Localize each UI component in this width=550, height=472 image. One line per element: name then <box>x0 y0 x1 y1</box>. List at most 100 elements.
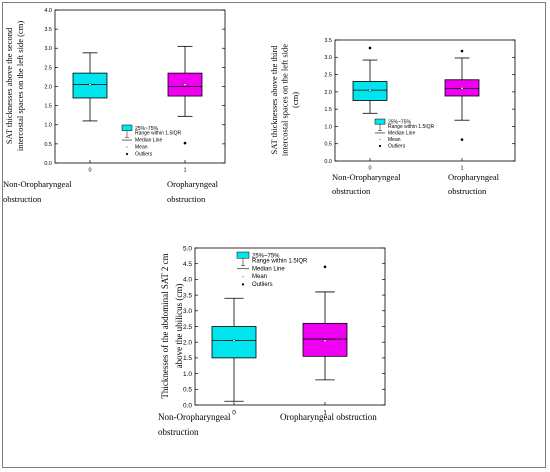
mean-marker <box>368 88 372 92</box>
y-tick-label: 1.5 <box>44 104 52 110</box>
category-label: Oropharyngeal obstruction <box>280 412 377 422</box>
category-label: obstruction <box>167 194 206 204</box>
x-tick-label: 0 <box>232 410 236 417</box>
box-oropharyngeal <box>444 49 480 141</box>
y-tick-label: 5.0 <box>183 245 192 252</box>
category-label: obstruction <box>448 186 487 196</box>
y-tick-label: 0.5 <box>183 387 192 394</box>
outlier-point <box>183 141 187 145</box>
x-tick-label: 0 <box>368 166 371 172</box>
legend-swatch-mean <box>242 275 244 278</box>
outlier-point <box>460 49 464 53</box>
y-tick-label: 2.5 <box>44 65 52 71</box>
box-plot-panel-2: 0.0 0.5 1.0 1.5 2.0 2.5 3.0 3.5 0 1 SAT thicknesse… <box>269 38 516 196</box>
legend-label: 25%~75% <box>388 120 411 126</box>
legend-label: 25%~75% <box>135 126 158 132</box>
y-tick-label: 3.5 <box>324 38 332 44</box>
box-plot-panel-1: 0.0 0.5 1.0 1.5 2.0 2.5 3.0 3.5 4.0 0 1 SAT thickne… <box>3 8 226 204</box>
legend-label: Mean <box>252 274 267 280</box>
legend-swatch-box <box>236 251 250 259</box>
legend-swatch-box <box>121 124 133 131</box>
y-tick-label: 3.0 <box>324 55 332 61</box>
y-tick-label: 4.5 <box>183 261 192 268</box>
category-label: Non-Oropharyngeal <box>332 172 401 182</box>
y-tick-label: 2.5 <box>183 324 192 331</box>
mean-marker <box>323 339 327 342</box>
legend-label: Outliers <box>252 282 273 288</box>
y-tick-label: 1.0 <box>44 123 52 129</box>
outlier-point <box>368 46 372 50</box>
category-label: obstruction <box>158 427 199 437</box>
mean-marker <box>460 87 464 90</box>
y-axis-label: above the ubilicus (cm) <box>174 284 184 369</box>
y-axis-label: intercostal spaces on the left side <box>280 44 290 156</box>
x-tick-label: 0 <box>88 168 91 174</box>
category-label: obstruction <box>3 194 42 204</box>
box-non-oropharyngeal <box>72 52 108 122</box>
legend-label: Median Line <box>252 266 285 272</box>
legend-label: Outliers <box>388 143 406 149</box>
mean-marker <box>183 83 187 86</box>
outlier-point <box>460 138 464 141</box>
category-label: Non-Oropharyngeal <box>3 179 72 189</box>
category-label: Non-Oropharyngeal <box>158 412 231 422</box>
figure-frame <box>2 2 546 468</box>
box-non-oropharyngeal <box>211 297 257 402</box>
outlier-point <box>323 265 327 269</box>
legend-label: Range within 1.5IQR <box>388 124 435 130</box>
x-tick-label: 1 <box>460 166 463 172</box>
legend-swatch-box <box>374 118 386 125</box>
iqr-box <box>211 326 257 359</box>
plot-area-frame <box>334 39 516 162</box>
legend-label: 25%~75% <box>252 253 280 259</box>
mean-marker <box>88 83 92 86</box>
y-tick-label: 0.0 <box>324 159 332 165</box>
y-axis-label: (cm) <box>290 92 300 108</box>
y-tick-label: 2.5 <box>324 72 332 78</box>
y-tick-label: 2.0 <box>324 90 332 96</box>
y-tick-label: 0.5 <box>44 142 52 148</box>
legend-label: Mean <box>388 137 401 143</box>
legend-swatch-mean <box>126 146 128 148</box>
legend-label: Median Line <box>388 130 415 136</box>
legend-swatch-outlier <box>241 283 245 286</box>
box-plot-panel-3: 0.0 0.5 1.0 1.5 2.0 2.5 3.0 3.5 4.0 4.5 5.0 0 1 Thick… <box>158 245 386 437</box>
box-oropharyngeal <box>167 45 203 145</box>
category-label: obstruction <box>332 186 371 196</box>
y-tick-label: 0.5 <box>324 142 332 148</box>
legend-swatch-outlier <box>378 144 382 148</box>
y-tick-label: 3.0 <box>44 46 52 52</box>
y-axis-label: SAT thicknesses above the third <box>269 45 279 155</box>
y-tick-label: 1.5 <box>183 355 192 362</box>
y-tick-label: 4.0 <box>44 8 52 14</box>
legend-label: Range within 1.5IQR <box>252 259 308 265</box>
box-non-oropharyngeal <box>352 46 388 114</box>
y-tick-label: 4.0 <box>183 277 192 284</box>
y-tick-label: 2.0 <box>44 84 52 90</box>
y-tick-label: 1.5 <box>324 107 332 113</box>
x-tick-label: 1 <box>323 410 327 417</box>
category-label: Oropharyngeal <box>448 172 500 182</box>
legend-swatch-mean <box>379 138 381 141</box>
x-tick-label: 1 <box>183 168 186 174</box>
y-axis-label: intercostal spaces on the left side (cm) <box>15 21 25 151</box>
y-tick-label: 2.0 <box>183 339 192 346</box>
y-tick-label: 0.0 <box>44 161 52 167</box>
y-tick-label: 1.0 <box>183 371 192 378</box>
y-tick-label: 1.0 <box>324 124 332 130</box>
category-label: Oropharyngeal <box>167 179 219 189</box>
box-oropharyngeal <box>302 265 348 381</box>
legend-swatch-outlier <box>125 152 129 156</box>
legend-label: Outliers <box>135 151 153 157</box>
y-tick-label: 3.0 <box>183 308 192 315</box>
legend-label: Median Line <box>135 137 162 143</box>
legend-label: Range within 1.5IQR <box>135 130 182 136</box>
y-axis-label: Thicknesses of the abdominal SAT 2 cm <box>160 253 170 398</box>
legend-label: Mean <box>135 144 148 150</box>
y-tick-label: 3.5 <box>44 27 52 33</box>
y-tick-label: 3.5 <box>183 292 192 299</box>
